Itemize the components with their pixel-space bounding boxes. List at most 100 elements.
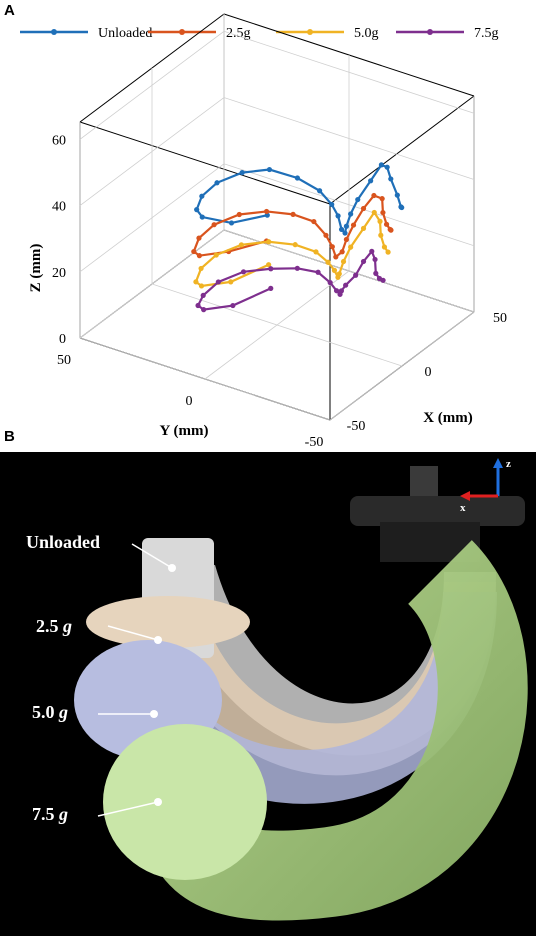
legend-label: 2.5g: [226, 26, 251, 41]
legend-marker: [179, 29, 185, 35]
data-point: [360, 258, 367, 265]
data-point: [368, 178, 374, 184]
panel-label-a: A: [4, 2, 15, 19]
data-point: [201, 307, 207, 313]
data-point: [371, 192, 377, 199]
data-point: [343, 236, 349, 243]
data-point: [240, 269, 247, 275]
data-point: [379, 196, 385, 202]
z-tick-label: 60: [52, 133, 66, 148]
data-point: [385, 249, 391, 255]
data-point: [399, 204, 405, 211]
leader-unloaded: [131, 543, 173, 569]
label-7-5g: 7.5 g: [32, 804, 68, 824]
legend-entry: Unloaded: [20, 26, 152, 41]
data-point: [214, 180, 220, 186]
data-point: [196, 235, 202, 241]
y-axis-label: Y (mm): [159, 423, 208, 439]
legend-entry: 2.5g: [148, 26, 251, 41]
data-point: [268, 266, 274, 272]
data-point: [360, 205, 367, 212]
data-point: [331, 267, 338, 273]
data-point: [315, 269, 321, 275]
data-point: [371, 209, 377, 216]
data-point: [343, 282, 349, 288]
mount-plate: [350, 496, 525, 526]
x-tick-label: 0: [425, 365, 432, 380]
data-point: [263, 208, 270, 215]
z-axis-arrowhead: [493, 458, 503, 468]
data-point: [340, 258, 347, 265]
data-point: [348, 244, 354, 250]
g25-tip: [86, 596, 250, 648]
data-point: [317, 188, 323, 194]
legend-label: Unloaded: [98, 26, 152, 41]
z-tick-label: 40: [52, 200, 66, 215]
leader-25: [107, 625, 159, 641]
data-point: [213, 252, 219, 258]
data-point: [360, 225, 367, 231]
box-edge: [329, 95, 475, 205]
grid-line: [204, 54, 350, 380]
data-point: [369, 248, 375, 254]
data-point: [327, 280, 333, 286]
data-point: [335, 213, 341, 219]
data-point: [355, 196, 361, 203]
series-7.5g: [195, 248, 386, 313]
data-point: [266, 262, 272, 268]
data-point: [215, 279, 221, 285]
legend-label: 7.5g: [474, 26, 499, 41]
legend-marker: [307, 29, 313, 35]
data-point: [294, 175, 300, 181]
legend-marker: [427, 29, 433, 35]
data-point: [353, 272, 359, 278]
data-point: [388, 227, 394, 233]
data-point: [228, 279, 234, 285]
data-point: [348, 211, 354, 217]
data-point: [373, 270, 379, 276]
chart-3d: Unloaded 2.5g 5.0g 7.5g 0 20 40 60 -50 0 50 -50 0 50…: [20, 13, 507, 448]
data-point: [200, 292, 206, 299]
grid-line: [79, 163, 475, 273]
data-point: [381, 244, 388, 250]
y-tick-label: 50: [57, 353, 71, 368]
dot-25: [154, 636, 162, 644]
y-tick-label: 0: [186, 394, 193, 409]
series-Unloaded: [194, 162, 405, 236]
data-point: [268, 285, 274, 291]
data-point: [266, 166, 273, 173]
actuator-illustration: [74, 458, 528, 921]
data-point: [329, 201, 335, 208]
data-point: [239, 170, 245, 176]
data-point: [266, 239, 272, 245]
data-point: [194, 207, 200, 213]
actuator-photo: Unloaded 2.5 g 5.0 g 7.5 g z x: [0, 452, 536, 936]
x-axis-label: X (mm): [423, 410, 473, 426]
dot-50: [150, 710, 158, 718]
legend-entry: 5.0g: [276, 26, 379, 41]
g75-tip: [103, 724, 267, 880]
box-edge: [79, 121, 331, 205]
label-5-0g: 5.0 g: [32, 702, 68, 722]
grid-line: [329, 95, 475, 421]
label-unloaded: Unloaded: [26, 532, 101, 552]
data-point: [292, 242, 298, 248]
x-axis-letter: x: [460, 502, 466, 514]
grid-line: [79, 30, 475, 140]
series-layer: [191, 162, 405, 313]
data-point: [380, 277, 386, 283]
data-point: [338, 288, 344, 294]
data-point: [329, 244, 335, 250]
y-tick-label: -50: [305, 435, 324, 448]
series-5.0g: [193, 209, 391, 289]
series-line: [194, 210, 389, 288]
data-point: [198, 283, 205, 289]
data-point: [325, 259, 331, 265]
data-point: [199, 193, 205, 199]
data-point: [350, 222, 357, 228]
grid-line: [79, 13, 225, 339]
data-point: [339, 249, 345, 255]
legend-label: 5.0g: [354, 26, 379, 41]
data-point: [378, 232, 384, 238]
grid-line: [79, 121, 331, 421]
